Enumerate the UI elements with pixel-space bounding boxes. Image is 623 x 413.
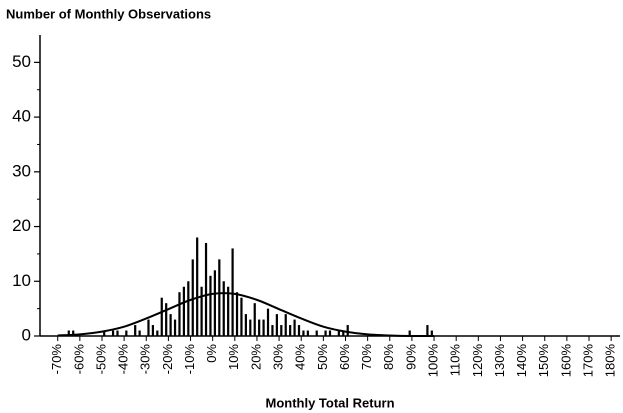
bar [222, 281, 225, 336]
bar [67, 330, 70, 336]
bar [235, 292, 239, 336]
y-tick-label: 0 [22, 325, 31, 344]
bar [284, 314, 287, 336]
x-tick-label: -50% [93, 344, 108, 375]
bar [151, 325, 155, 336]
bar [430, 330, 433, 336]
bar [103, 330, 106, 336]
bar [266, 308, 270, 336]
x-axis-title: Monthly Total Return [265, 395, 394, 410]
x-tick-label: 120% [470, 344, 485, 378]
y-tick-label: 40 [12, 107, 31, 126]
bar [165, 303, 168, 336]
bar [337, 330, 340, 336]
x-tick-label: 170% [580, 344, 595, 378]
y-tick-label: 50 [12, 52, 31, 71]
bar [138, 330, 141, 336]
bar [72, 330, 75, 336]
bar [147, 319, 150, 336]
bar [293, 319, 296, 336]
bar [187, 281, 190, 336]
x-tick-label: 140% [514, 344, 529, 378]
x-tick-label: 0% [204, 344, 219, 363]
x-tick-label: -60% [71, 344, 86, 375]
bar [302, 330, 305, 336]
bar [178, 292, 181, 336]
bar [156, 330, 159, 336]
y-tick-label: 20 [12, 216, 31, 235]
bar [253, 303, 256, 336]
x-tick-label: 160% [558, 344, 573, 378]
fit-curve [57, 292, 435, 338]
x-tick-label: 90% [403, 344, 418, 370]
x-tick-label: -70% [49, 344, 64, 375]
bar [204, 242, 208, 336]
bar [213, 270, 216, 336]
bar [227, 286, 230, 336]
bar [297, 325, 301, 336]
bar [271, 325, 274, 336]
bar [196, 237, 199, 336]
y-tick-label: 10 [12, 271, 31, 290]
y-tick-label: 30 [12, 161, 31, 180]
bar [173, 319, 177, 336]
bar [200, 286, 203, 336]
x-tick-label: 10% [226, 344, 241, 370]
x-tick-label: 80% [381, 344, 396, 370]
bar [169, 314, 172, 336]
x-tick-label: 100% [425, 344, 440, 378]
x-tick-label: 110% [448, 344, 463, 377]
bar [249, 319, 252, 336]
x-tick-label: -40% [116, 344, 131, 375]
x-tick-label: -20% [160, 344, 175, 375]
x-tick-label: -10% [182, 344, 197, 375]
bar [280, 325, 283, 336]
bar [426, 325, 429, 336]
x-tick-label: 30% [271, 344, 286, 370]
bar [289, 325, 292, 336]
bar [218, 259, 221, 336]
bar [244, 314, 247, 336]
bar [306, 330, 309, 336]
bar [328, 330, 332, 336]
x-tick-label: 50% [315, 344, 330, 370]
bar [346, 325, 349, 336]
x-tick-label: -30% [138, 344, 153, 375]
bar [258, 319, 261, 336]
bar [231, 248, 234, 336]
bar [324, 330, 327, 336]
x-tick-label: 70% [359, 344, 374, 370]
bar [125, 330, 128, 336]
bar [116, 330, 119, 336]
bar [182, 286, 185, 336]
chart-title: Number of Monthly Observations [6, 6, 211, 21]
bar [209, 275, 212, 336]
x-tick-label: 60% [337, 344, 352, 370]
bar [111, 330, 115, 336]
x-tick-label: 40% [293, 344, 308, 370]
x-tick-label: 20% [248, 344, 263, 370]
x-tick-label: 180% [603, 344, 618, 378]
bar [342, 330, 345, 336]
bar [408, 330, 411, 336]
bar [262, 319, 265, 336]
x-tick-label: 150% [536, 344, 551, 378]
bar [275, 314, 278, 336]
x-tick-label: 130% [492, 344, 507, 378]
bar [315, 330, 318, 336]
bar [191, 259, 194, 336]
bar [134, 325, 137, 336]
bar [160, 297, 163, 336]
bar [240, 297, 243, 336]
